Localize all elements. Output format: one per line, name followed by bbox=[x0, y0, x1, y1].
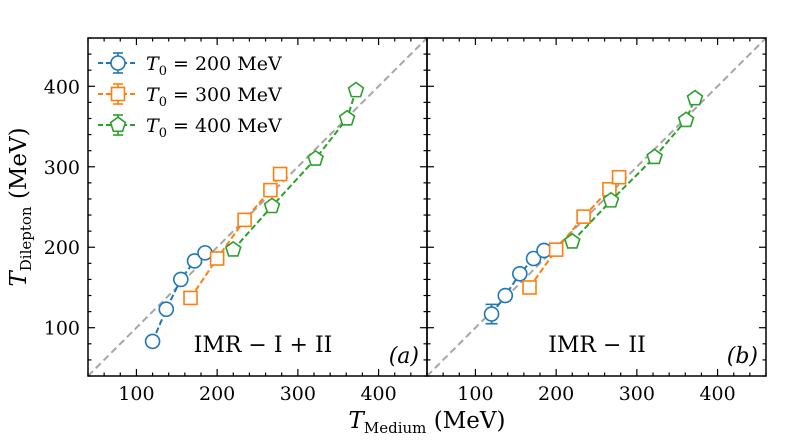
data-point-square bbox=[548, 242, 564, 257]
legend-entry: T0 = 200 MeV bbox=[98, 52, 282, 79]
reference-line bbox=[427, 38, 766, 376]
panel-b: 100 200 300 400 IMR − II (b) bbox=[426, 37, 767, 405]
data-point-square bbox=[183, 290, 198, 306]
legend-label: T0 = 400 MeV bbox=[146, 115, 282, 141]
y-tick-label: 200 bbox=[44, 237, 80, 259]
data-point-circle bbox=[525, 250, 542, 267]
data-point-pentagon bbox=[686, 89, 704, 106]
data-point-square bbox=[522, 280, 537, 295]
data-point-square bbox=[263, 182, 278, 198]
data-point-pentagon bbox=[563, 232, 581, 249]
series-square bbox=[522, 169, 627, 295]
legend-label: T0 = 300 MeV bbox=[146, 84, 282, 110]
x-tick-label: 100 bbox=[118, 383, 154, 405]
panel-a: 100 200 300 400 100 200 300 400 IMR − I + II (a) bbox=[44, 37, 428, 405]
series-square bbox=[183, 166, 288, 306]
y-tick-label: 100 bbox=[44, 318, 80, 340]
data-point-pentagon bbox=[263, 197, 281, 214]
data-point-pentagon bbox=[646, 148, 663, 165]
data-point-circle bbox=[158, 301, 175, 318]
y-tick-label: 400 bbox=[44, 76, 80, 98]
legend: T0 = 200 MeV T0 = 300 MeV T0 = 400 MeV bbox=[98, 52, 282, 141]
y-tick-label: 300 bbox=[44, 157, 80, 179]
legend-label: T0 = 200 MeV bbox=[146, 53, 282, 79]
data-point-pentagon bbox=[347, 81, 365, 98]
legend-entry: T0 = 400 MeV bbox=[98, 114, 282, 141]
legend-marker-pentagon bbox=[109, 116, 127, 133]
data-point-pentagon bbox=[307, 149, 324, 166]
legend-marker-square bbox=[110, 86, 126, 102]
x-tick-label: 200 bbox=[538, 383, 574, 405]
data-point-circle bbox=[144, 333, 161, 350]
x-tick-label: 300 bbox=[280, 383, 316, 405]
data-point-square bbox=[611, 169, 627, 185]
data-point-pentagon bbox=[338, 109, 356, 126]
legend-marker-circle bbox=[110, 55, 126, 71]
legend-entry: T0 = 300 MeV bbox=[98, 83, 282, 110]
y-axis-title: TDilepton (MeV) bbox=[6, 127, 35, 286]
data-point-pentagon bbox=[602, 191, 620, 208]
plot-frame bbox=[426, 37, 767, 377]
series-circle bbox=[144, 245, 213, 350]
x-axis-title: TMedium (MeV) bbox=[349, 408, 506, 437]
data-point-square bbox=[237, 212, 252, 228]
data-point-circle bbox=[483, 306, 500, 322]
x-tick-label: 200 bbox=[199, 383, 235, 405]
panel-annotation: IMR − I + II bbox=[194, 333, 333, 358]
x-tick-label: 400 bbox=[699, 383, 735, 405]
panel-tag: (a) bbox=[389, 344, 419, 369]
data-point-circle bbox=[186, 253, 203, 269]
panel-tag: (b) bbox=[727, 344, 758, 369]
series-pentagon bbox=[224, 81, 365, 257]
data-point-pentagon bbox=[224, 240, 242, 257]
x-tick-label: 400 bbox=[360, 383, 396, 405]
x-tick-label: 100 bbox=[457, 383, 493, 405]
series-circle bbox=[483, 242, 552, 325]
data-point-circle bbox=[497, 287, 514, 304]
reference-line bbox=[88, 38, 427, 376]
data-point-square bbox=[272, 166, 288, 182]
data-point-circle bbox=[173, 271, 189, 288]
data-point-square bbox=[576, 209, 591, 224]
panel-annotation: IMR − II bbox=[548, 333, 646, 358]
data-point-pentagon bbox=[677, 111, 695, 128]
data-point-square bbox=[209, 251, 225, 266]
x-tick-label: 300 bbox=[619, 383, 655, 405]
data-point-circle bbox=[512, 265, 528, 282]
series-pentagon bbox=[563, 89, 704, 249]
